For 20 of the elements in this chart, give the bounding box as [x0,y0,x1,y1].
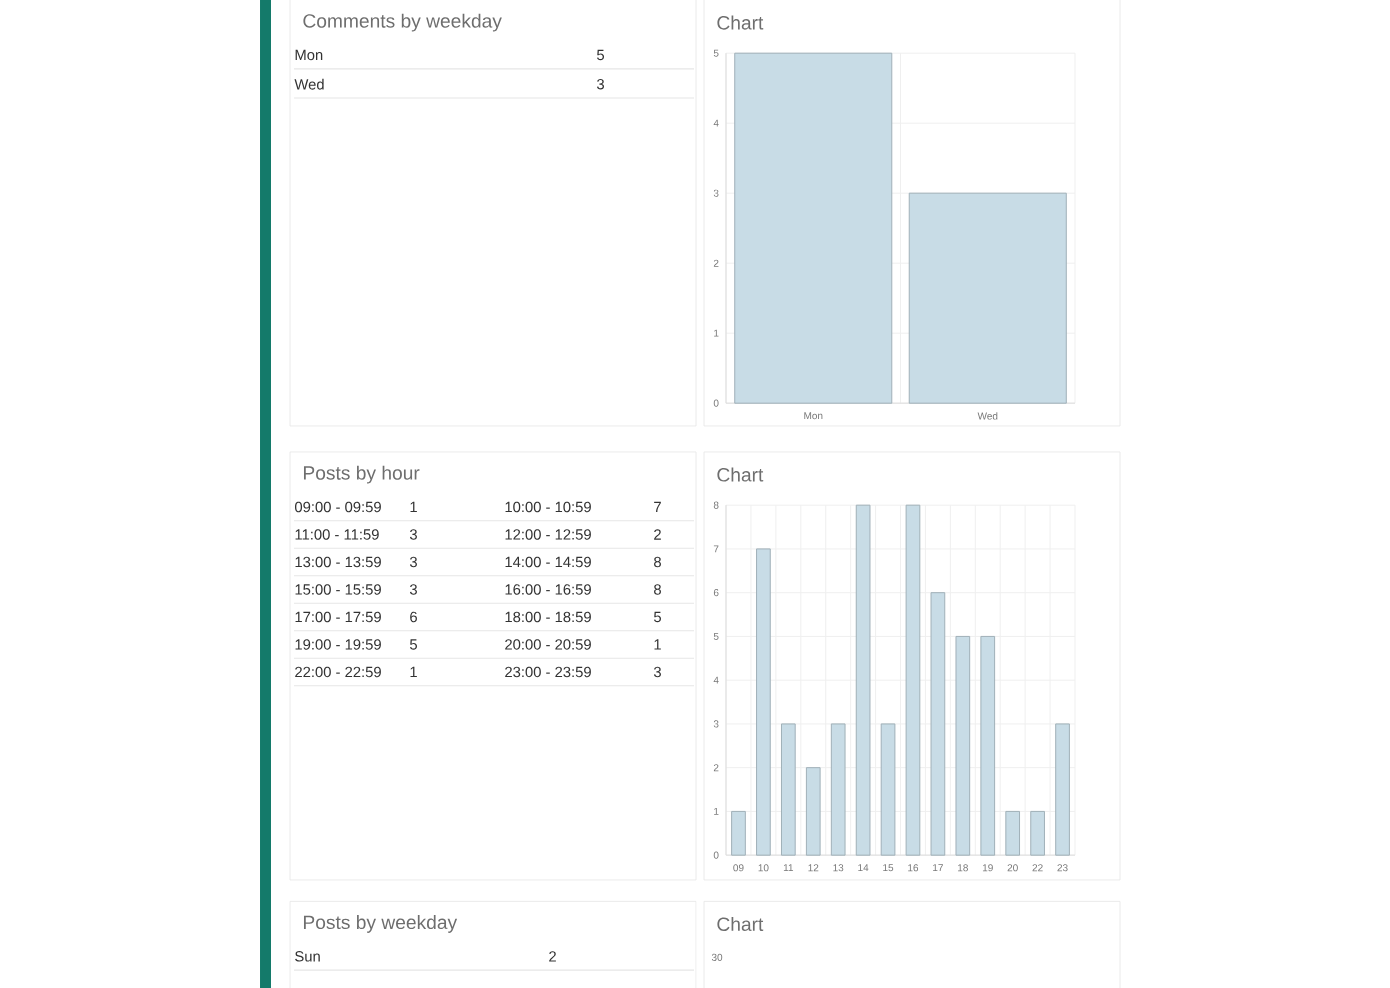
bar [930,592,946,856]
bar [955,635,971,856]
text: Chart [717,916,764,932]
bar [880,723,896,856]
text: Posts by weekday [303,915,458,933]
text: Comments by weekday [303,13,502,32]
bar [980,635,996,856]
bar [830,723,846,856]
bar [855,504,871,856]
bar [780,723,796,856]
bar [1030,810,1045,856]
bar [1055,723,1070,856]
bar [1005,810,1021,856]
bar [731,810,746,856]
chart-title: Chart [717,15,764,30]
bar [805,767,821,856]
text: Posts by hour [303,465,420,484]
bar [756,548,771,856]
chart-title: Chart [717,467,764,482]
bar [905,504,921,856]
